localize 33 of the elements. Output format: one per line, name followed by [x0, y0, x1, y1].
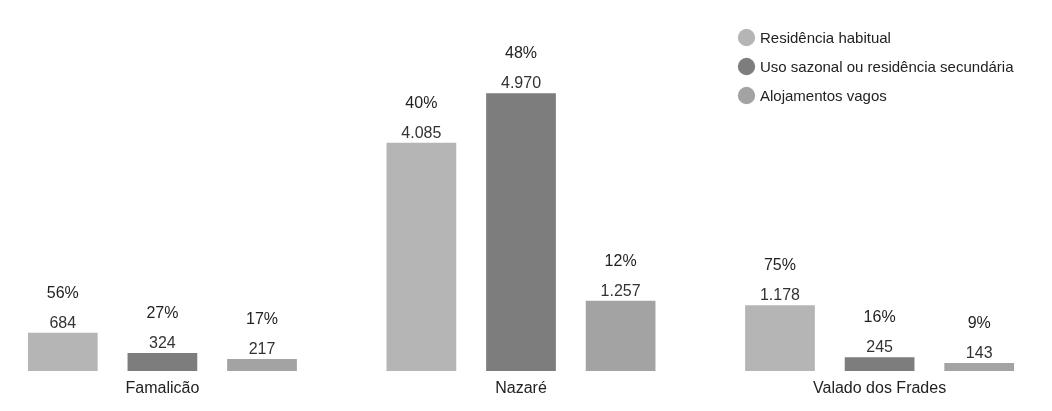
legend-label: Alojamentos vagos: [760, 86, 887, 104]
text: 48%: [504, 44, 538, 62]
data-label: 4.970: [500, 74, 542, 92]
bar: [27, 332, 98, 371]
annotation: 16%: [863, 308, 896, 326]
legend-label: Residência habitual: [760, 28, 891, 46]
data-label: 143: [965, 344, 993, 362]
x-tick-label: Famalicão: [125, 378, 200, 396]
bar: [127, 352, 198, 371]
data-label: 1.257: [600, 281, 641, 299]
annotation: 56%: [46, 283, 79, 301]
bar: [227, 358, 297, 371]
annotation: 75%: [763, 256, 796, 274]
bar: [585, 300, 656, 371]
data-label: 245: [866, 338, 894, 356]
annotation: 12%: [604, 251, 637, 269]
x-tick-label: Valado dos Frades: [813, 378, 947, 396]
annotation: 17%: [246, 309, 279, 327]
annotation: 27%: [146, 303, 179, 321]
annotation: 40%: [405, 93, 438, 111]
bar: [486, 93, 556, 371]
annotation: 9%: [967, 314, 991, 332]
bar: [944, 363, 1015, 371]
bar: [386, 142, 457, 371]
data-label: 217: [248, 339, 276, 357]
data-label: 324: [149, 333, 176, 351]
data-label: 1.178: [759, 286, 801, 304]
bar: [745, 305, 815, 371]
legend-label: Uso sazonal ou residência secundária: [760, 57, 1015, 75]
bar: [844, 357, 915, 371]
data-label: 4.085: [401, 123, 442, 141]
x-tick-label: Nazaré: [495, 378, 547, 396]
data-label: 684: [49, 313, 77, 331]
